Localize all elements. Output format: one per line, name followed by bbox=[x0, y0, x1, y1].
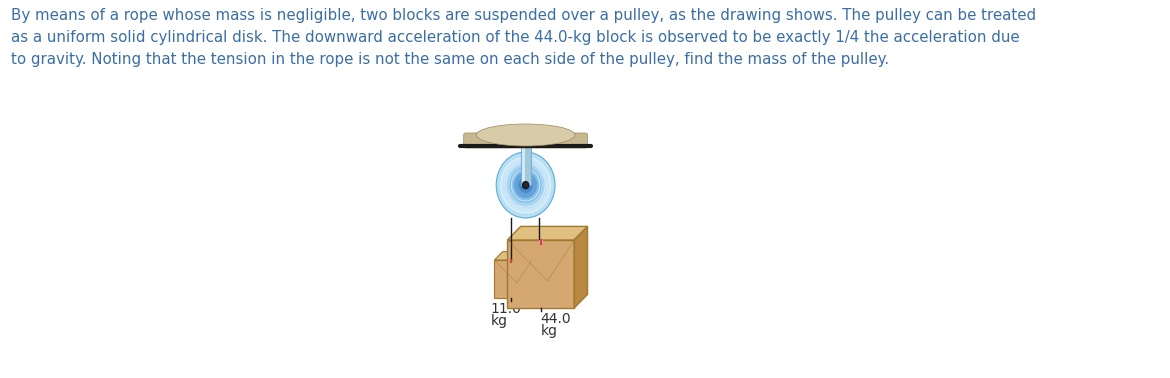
Text: kg: kg bbox=[541, 324, 558, 338]
Polygon shape bbox=[495, 252, 541, 260]
Text: By means of a rope whose mass is negligible, two blocks are suspended over a pul: By means of a rope whose mass is negligi… bbox=[11, 8, 1035, 67]
Ellipse shape bbox=[538, 240, 543, 245]
Text: 44.0: 44.0 bbox=[541, 312, 571, 326]
Ellipse shape bbox=[496, 152, 555, 218]
Ellipse shape bbox=[505, 162, 546, 208]
Polygon shape bbox=[574, 226, 587, 308]
Ellipse shape bbox=[476, 124, 574, 146]
Ellipse shape bbox=[514, 172, 537, 198]
Bar bbox=[523, 146, 525, 185]
Ellipse shape bbox=[518, 177, 532, 193]
Ellipse shape bbox=[521, 180, 530, 190]
FancyBboxPatch shape bbox=[463, 133, 587, 148]
Ellipse shape bbox=[510, 167, 542, 203]
Bar bbox=[495, 260, 532, 298]
Ellipse shape bbox=[501, 157, 551, 213]
Ellipse shape bbox=[523, 181, 529, 189]
Bar bbox=[521, 146, 530, 185]
Bar bbox=[508, 240, 574, 308]
Text: 11.0: 11.0 bbox=[491, 302, 522, 316]
Polygon shape bbox=[508, 226, 587, 240]
Polygon shape bbox=[532, 252, 541, 298]
Text: kg: kg bbox=[491, 314, 508, 328]
